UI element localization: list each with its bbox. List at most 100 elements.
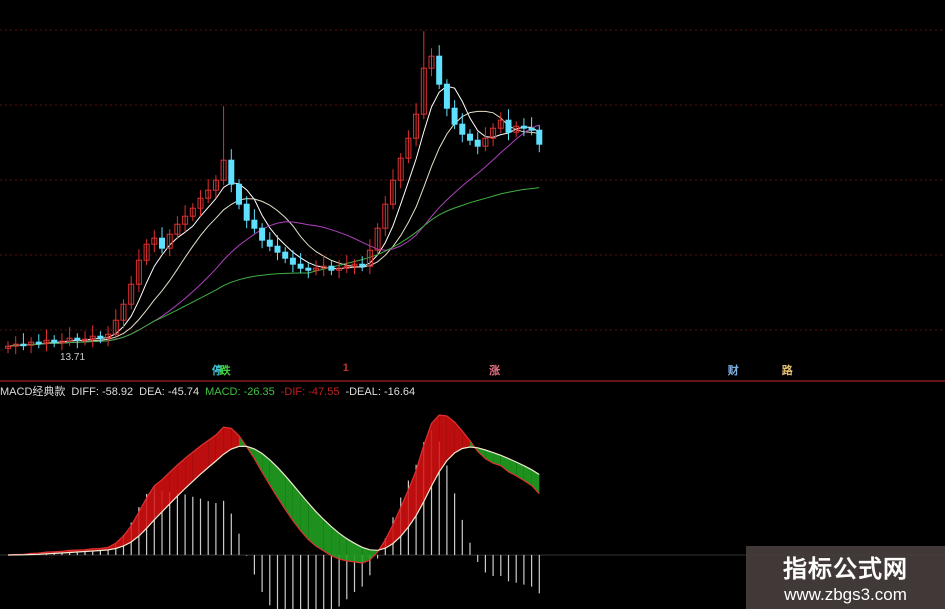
macd-area (446, 415, 455, 461)
candle-body (228, 159, 235, 185)
candle-body (474, 139, 481, 147)
ma20-line (7, 124, 540, 347)
candle-body (359, 263, 366, 267)
candle-body (289, 257, 296, 265)
candle-body (428, 55, 435, 69)
macd-area (308, 503, 316, 547)
macd-area (208, 435, 216, 468)
ma40-line (7, 187, 540, 347)
macd-area (200, 440, 209, 475)
candle-body (366, 249, 373, 267)
macd-area (500, 455, 509, 472)
macd-area (131, 511, 139, 542)
candle-body (374, 227, 381, 251)
candle-body (320, 265, 327, 269)
candle-body (490, 127, 497, 139)
macd-area (400, 489, 409, 537)
candle-body (305, 267, 312, 271)
candle-body (397, 157, 404, 181)
candle-body (413, 113, 420, 139)
macd-area (516, 462, 524, 481)
signal-label: 财 (727, 365, 739, 377)
candle-body (513, 125, 520, 133)
macd-area (285, 475, 293, 521)
candle-body (405, 137, 412, 159)
candle-body (74, 337, 81, 341)
signal-label: 涨 (489, 365, 501, 377)
candle-body (382, 203, 389, 229)
candle-body (251, 219, 258, 229)
candle-body (313, 267, 319, 271)
watermark: 指标公式网 www.zbgs3.com (746, 546, 945, 609)
indicator-name: MACD经典款 (0, 386, 66, 398)
macd-area (177, 458, 186, 497)
price-low-label: 13.71 (60, 352, 86, 363)
candle-body (182, 215, 189, 225)
macd-area (393, 507, 401, 544)
signal-label: 跌 (219, 365, 231, 377)
candle-body (297, 263, 304, 269)
dif-value: -DIF: -47.55 (280, 386, 340, 398)
candle-body (66, 337, 73, 342)
ma10-line (7, 110, 540, 347)
candle-body (58, 340, 65, 344)
macd-area (115, 536, 124, 549)
candle-body (282, 251, 289, 259)
signal-label: 1 (342, 362, 349, 374)
candle-body (351, 263, 358, 267)
macd-area (262, 453, 270, 485)
indicator-readout: MACD经典款 DIFF: -58.92 DEA: -45.74 MACD: -26.… (0, 383, 421, 399)
candle-body (120, 303, 127, 321)
candle-body (243, 203, 250, 221)
candle-body (128, 283, 135, 305)
macd-area (346, 538, 355, 562)
candle-body (97, 335, 104, 339)
macd-area (300, 493, 309, 540)
candle-body (436, 55, 443, 85)
macd-area (331, 526, 340, 559)
diff-value: DIFF: -58.92 (71, 386, 134, 398)
macd-value: MACD: -26.35 (205, 386, 275, 398)
candle-body (236, 183, 242, 205)
candle-body (5, 345, 11, 349)
candle-body (174, 223, 181, 235)
candle-body (451, 107, 458, 125)
dea-value: DEA: -45.74 (139, 386, 200, 398)
macd-area (439, 415, 447, 472)
candle-body (82, 338, 88, 342)
macd-area (323, 519, 332, 556)
candle-body (528, 127, 535, 131)
watermark-title: 指标公式网 (783, 556, 908, 583)
candle-body (467, 133, 473, 141)
macd-area (146, 485, 155, 529)
macd-area (477, 447, 486, 459)
macd-area (531, 469, 540, 494)
candle-body (28, 341, 35, 346)
macd-area (292, 484, 301, 531)
macd-area (169, 464, 178, 504)
macd-area (192, 446, 201, 482)
candle-body (105, 333, 112, 339)
macd-area (123, 525, 132, 547)
candle-body (143, 243, 150, 261)
macd-area (508, 458, 517, 476)
macd-area (423, 423, 432, 502)
candle-body (259, 227, 266, 241)
candle-body (89, 335, 96, 340)
signal-label: 停 (211, 365, 223, 377)
candle-body (336, 267, 343, 271)
macd-area (231, 428, 239, 450)
candle-body (159, 237, 165, 249)
candle-body (197, 197, 204, 209)
candle-body (536, 129, 543, 145)
candle-body (135, 259, 142, 285)
candle-body (212, 179, 219, 191)
candle-body (390, 179, 396, 205)
candle-body (520, 125, 527, 129)
macd-area (523, 465, 532, 486)
macd-area (277, 467, 286, 510)
candle-body (505, 119, 512, 133)
watermark-url: www.zbgs3.com (784, 585, 907, 604)
macd-area (339, 533, 347, 561)
